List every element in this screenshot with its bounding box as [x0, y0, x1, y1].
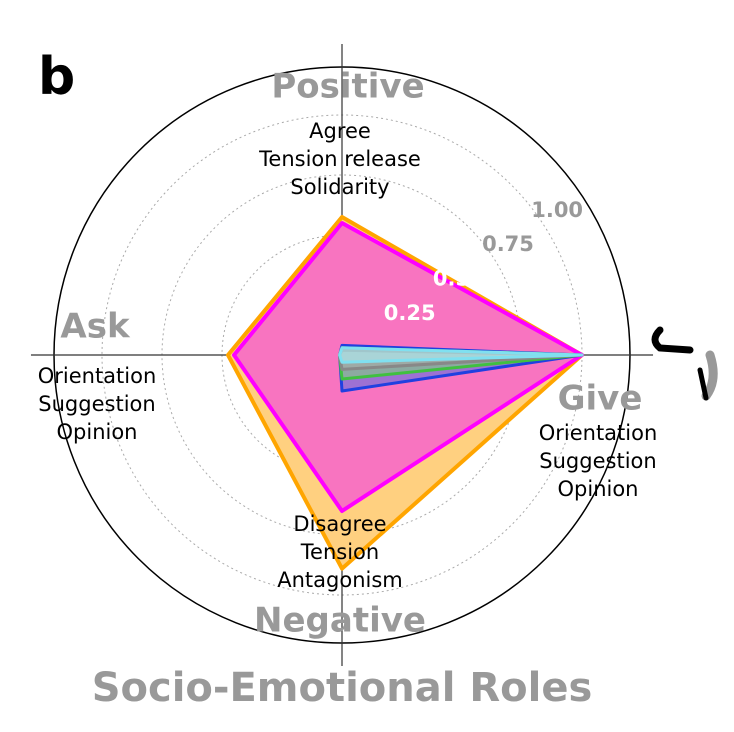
category-detail: Orientation — [539, 421, 658, 445]
r-tick-label: 0.75 — [482, 232, 534, 256]
category-detail: Tension — [300, 540, 379, 564]
cycle-icon — [651, 326, 718, 401]
category-label: Give — [558, 379, 643, 419]
panel-label: b — [38, 47, 75, 107]
r-tick-label: 1.00 — [531, 198, 583, 222]
category-detail: Tension release — [258, 147, 421, 171]
category-detail: Suggestion — [539, 449, 656, 473]
category-detail: Antagonism — [277, 568, 403, 592]
category-label: Positive — [271, 67, 424, 107]
category-label: Ask — [60, 307, 131, 347]
r-tick-label: 0.25 — [384, 301, 436, 325]
category-label: Negative — [254, 601, 426, 641]
category-detail: Disagree — [293, 512, 386, 536]
r-tick-label: 0.50 — [433, 267, 485, 291]
category-detail: Suggestion — [38, 392, 155, 416]
category-detail: Solidarity — [290, 175, 389, 199]
category-detail: Orientation — [38, 364, 157, 388]
category-detail: Agree — [309, 119, 371, 143]
category-detail: Opinion — [558, 477, 639, 501]
series-area — [338, 346, 584, 364]
chart-title: Socio-Emotional Roles — [92, 665, 593, 711]
category-detail: Opinion — [57, 420, 138, 444]
